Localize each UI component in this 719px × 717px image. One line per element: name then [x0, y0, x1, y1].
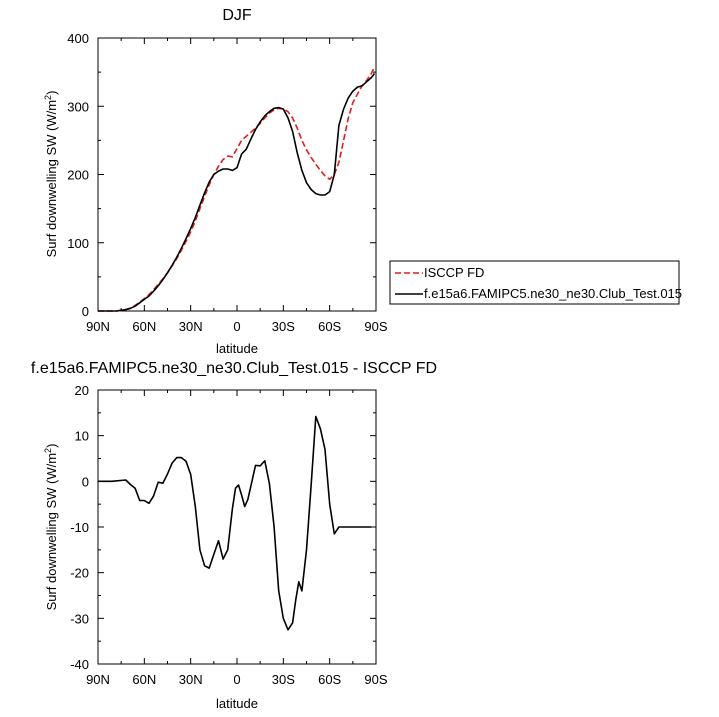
top-y-tick-label: 400: [67, 31, 89, 46]
bottom-x-tick-label: 30S: [272, 672, 295, 687]
top-y-axis-label: Surf downwelling SW (W/m2): [43, 91, 59, 258]
top-x-tick-label: 90S: [364, 319, 387, 334]
top-x-tick-label: 90N: [86, 319, 110, 334]
bottom-y-tick-label: 10: [75, 429, 89, 444]
top-chart-title: DJF: [222, 7, 252, 24]
legend-label-isccp: ISCCP FD: [424, 265, 484, 280]
top-y-tick-label: 300: [67, 99, 89, 114]
bottom-chart-title: f.e15a6.FAMIPC5.ne30_ne30.Club_Test.015 …: [31, 360, 437, 377]
bottom-plot-frame: [97, 389, 377, 665]
bottom-x-tick-label: 60N: [132, 672, 156, 687]
top-y-tick-label: 0: [82, 304, 89, 319]
bottom-y-tick-label: 0: [82, 474, 89, 489]
bottom-x-axis-label: latitude: [216, 696, 258, 711]
top-y-tick-label: 100: [67, 236, 89, 251]
top-series-line-2: [98, 73, 376, 312]
bottom-x-tick-label: 30N: [179, 672, 203, 687]
bottom-x-tick-label: 90N: [86, 672, 110, 687]
top-y-axis-label-main: Surf downwelling SW (W/m: [44, 100, 59, 257]
bottom-y-tick-label: 20: [75, 383, 89, 398]
legend-box: [389, 260, 680, 305]
top-x-tick-label: 30S: [272, 319, 295, 334]
top-x-tick-label: 0: [233, 319, 240, 334]
bottom-y-axis-label: Surf downwelling SW (W/m2): [43, 444, 59, 611]
bottom-x-tick-label: 0: [233, 672, 240, 687]
bottom-series-line-1: [98, 415, 372, 631]
legend-label-model: f.e15a6.FAMIPC5.ne30_ne30.Club_Test.015: [424, 286, 682, 301]
bottom-y-tick-label: -10: [70, 520, 89, 535]
bottom-y-axis-label-sup: 2: [43, 448, 53, 453]
top-x-tick-label: 60N: [132, 319, 156, 334]
bottom-y-tick-label: -40: [70, 657, 89, 672]
top-x-axis-label: latitude: [216, 341, 258, 356]
top-y-axis-label-end: ): [44, 91, 59, 95]
top-x-tick-label: 30N: [179, 319, 203, 334]
bottom-y-tick-label: -20: [70, 566, 89, 581]
top-panel: DJF 90N 60N 30N 0 30S 60S 90S 0 100 200 300 400 lat…: [43, 7, 388, 356]
bottom-x-tick-label: 90S: [364, 672, 387, 687]
bottom-panel: f.e15a6.FAMIPC5.ne30_ne30.Club_Test.015 …: [31, 360, 437, 711]
top-y-tick-label: 200: [67, 168, 89, 183]
bottom-y-axis-label-end: ): [44, 444, 59, 448]
bottom-plot-area: 90N 60N 30N 0 30S 60S 90S -40 -30 -20 -10 0 10 20: [70, 383, 388, 687]
bottom-y-tick-label: -30: [70, 611, 89, 626]
bottom-y-axis-label-main: Surf downwelling SW (W/m: [44, 453, 59, 610]
bottom-x-tick-label: 60S: [318, 672, 341, 687]
top-series-line-1: [98, 66, 376, 312]
legend: ISCCP FD f.e15a6.FAMIPC5.ne30_ne30.Club_…: [389, 260, 682, 305]
top-x-tick-label: 60S: [318, 319, 341, 334]
top-plot-area: 90N 60N 30N 0 30S 60S 90S 0 100 200 300 400: [67, 31, 388, 334]
top-y-axis-label-sup: 2: [43, 95, 53, 100]
